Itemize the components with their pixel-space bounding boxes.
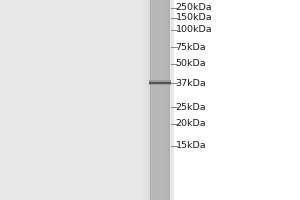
Bar xyxy=(149,0,150,200)
Bar xyxy=(148,80,171,81)
Bar xyxy=(146,0,147,200)
Bar xyxy=(148,82,171,83)
Bar xyxy=(148,81,171,82)
Text: 25kDa: 25kDa xyxy=(176,102,206,112)
Bar xyxy=(148,84,171,85)
Bar xyxy=(169,0,170,200)
Text: 100kDa: 100kDa xyxy=(176,25,212,34)
Bar xyxy=(165,0,166,200)
Bar xyxy=(164,0,165,200)
Bar xyxy=(146,0,147,200)
Bar xyxy=(145,0,146,200)
Text: 150kDa: 150kDa xyxy=(176,14,212,22)
Bar xyxy=(148,0,149,200)
Bar xyxy=(174,0,300,200)
Text: 50kDa: 50kDa xyxy=(176,60,206,68)
Text: 250kDa: 250kDa xyxy=(176,3,212,12)
Bar xyxy=(165,0,166,200)
Bar xyxy=(148,82,171,83)
Bar xyxy=(142,0,143,200)
Bar xyxy=(144,0,145,200)
Bar xyxy=(150,0,151,200)
Bar xyxy=(0,0,174,200)
Bar xyxy=(148,81,171,82)
Bar xyxy=(168,0,169,200)
Bar xyxy=(167,0,168,200)
Text: 37kDa: 37kDa xyxy=(176,78,206,88)
Bar xyxy=(147,0,148,200)
Bar xyxy=(148,84,171,85)
Bar xyxy=(143,0,144,200)
Bar xyxy=(148,83,171,84)
Text: 20kDa: 20kDa xyxy=(176,119,206,129)
Bar xyxy=(166,0,167,200)
Bar xyxy=(149,0,150,200)
Bar xyxy=(145,0,146,200)
Bar xyxy=(148,83,171,84)
Bar xyxy=(148,84,171,85)
Bar xyxy=(169,0,170,200)
Bar xyxy=(143,0,144,200)
Text: 15kDa: 15kDa xyxy=(176,142,206,150)
Text: 75kDa: 75kDa xyxy=(176,43,206,51)
Bar xyxy=(168,0,169,200)
Bar xyxy=(150,0,170,200)
Bar xyxy=(148,83,171,84)
